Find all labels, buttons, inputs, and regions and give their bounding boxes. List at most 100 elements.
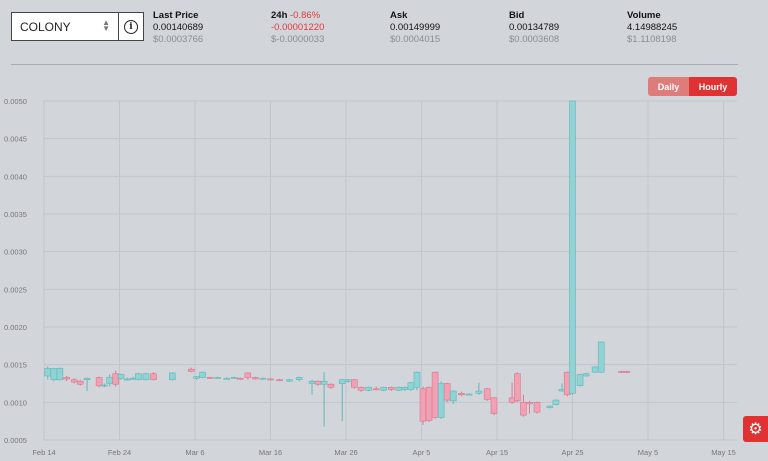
- candle-down: [483, 388, 491, 400]
- volume-value: 4.14988245: [627, 22, 678, 33]
- candle-up: [569, 100, 576, 394]
- candle-down: [431, 371, 439, 418]
- candle-up: [142, 373, 150, 381]
- ask-label: Ask: [390, 10, 408, 21]
- candle-up: [50, 368, 58, 381]
- candle-down: [443, 383, 451, 401]
- hourly-button[interactable]: Hourly: [689, 77, 737, 96]
- candle-down: [458, 392, 465, 396]
- candle-up: [449, 390, 457, 402]
- candle-down: [357, 386, 365, 391]
- x-tick-label: May 15: [711, 448, 736, 457]
- ask-value: 0.00149999: [390, 22, 441, 33]
- candle-up: [123, 378, 131, 381]
- candle-up: [106, 377, 113, 384]
- last-price-value: 0.00140689: [153, 22, 204, 33]
- y-tick-label: 0.0010: [4, 398, 27, 407]
- candle-up: [546, 405, 554, 408]
- candle-down: [526, 402, 533, 405]
- candle-up: [56, 368, 64, 381]
- x-tick-label: Feb 14: [32, 448, 55, 457]
- header-divider: [11, 64, 738, 65]
- candle-up: [295, 377, 303, 381]
- y-tick-label: 0.0050: [4, 97, 27, 106]
- candle-up: [101, 384, 108, 387]
- y-tick-label: 0.0025: [4, 285, 27, 294]
- x-axis-ticks: Feb 14 Feb 24 Mar 6 Mar 16 Mar 26 Apr 5 Apr 15…: [32, 448, 735, 457]
- candle-up: [582, 373, 590, 377]
- change-24h-stat: 24h -0.86% -0.00001220 $-0.0000033: [271, 10, 324, 46]
- candle-up: [44, 368, 52, 377]
- x-tick-label: May 5: [638, 448, 658, 457]
- info-icon: i: [124, 19, 138, 34]
- candle-down: [314, 380, 322, 385]
- candle-up: [308, 380, 316, 384]
- ask-usd: $0.0004015: [390, 34, 441, 45]
- x-tick-label: Mar 26: [334, 448, 357, 457]
- candle-up: [576, 374, 584, 387]
- candle-down: [490, 397, 498, 414]
- y-tick-label: 0.0045: [4, 135, 27, 144]
- candle-down: [276, 379, 283, 382]
- candle-up: [344, 379, 352, 382]
- candle-down: [70, 379, 78, 383]
- candle-up: [259, 377, 267, 380]
- change-24h-usd: $-0.0000033: [271, 34, 325, 45]
- candle-up: [199, 371, 206, 378]
- bid-usd: $0.0003608: [509, 34, 560, 45]
- market-name: COLONY: [20, 19, 71, 34]
- y-tick-label: 0.0020: [4, 323, 27, 332]
- candle-down: [425, 386, 433, 421]
- candle-up: [380, 386, 388, 391]
- candle-down: [76, 380, 84, 385]
- candle-up: [591, 366, 599, 373]
- candle-up: [135, 373, 142, 381]
- x-tick-label: Mar 6: [185, 448, 204, 457]
- candle-up: [475, 390, 483, 394]
- candle-down: [419, 388, 427, 422]
- candle-down: [252, 377, 259, 380]
- candle-up: [83, 377, 91, 381]
- ask-stat: Ask 0.00149999 $0.0004015: [390, 10, 440, 46]
- candle-up: [365, 386, 372, 391]
- market-select[interactable]: COLONY ▲ ▼: [12, 13, 118, 40]
- candle-up: [230, 377, 238, 379]
- candle-down: [387, 386, 395, 390]
- candle-down: [351, 379, 358, 388]
- y-tick-label: 0.0015: [4, 361, 27, 370]
- candle-up: [223, 377, 231, 380]
- settings-button[interactable]: ⚙: [743, 416, 768, 442]
- candle-up: [214, 377, 221, 379]
- candle-up: [413, 371, 421, 388]
- market-selector[interactable]: COLONY ▲ ▼ i: [11, 12, 144, 41]
- y-tick-label: 0.0030: [4, 248, 27, 257]
- candle-down: [327, 383, 335, 388]
- candle-up: [338, 379, 346, 384]
- y-tick-label: 0.0005: [4, 436, 27, 445]
- volume-label: Volume: [627, 10, 661, 21]
- candle-up: [437, 383, 445, 418]
- candle-down: [533, 402, 541, 413]
- bid-label: Bid: [509, 10, 525, 21]
- candle-down: [520, 402, 527, 416]
- info-button[interactable]: i: [118, 13, 143, 40]
- candle-up: [597, 341, 605, 373]
- candle-down: [95, 377, 103, 387]
- chevron-updown-icon: ▲ ▼: [102, 18, 110, 33]
- daily-button[interactable]: Daily: [648, 77, 689, 96]
- change-24h-value: -0.00001220: [271, 22, 325, 33]
- x-tick-label: Apr 5: [413, 448, 431, 457]
- candle-down: [206, 377, 214, 379]
- x-tick-label: Apr 25: [561, 448, 583, 457]
- last-price-label: Last Price: [153, 10, 199, 21]
- candle-up: [395, 386, 403, 391]
- x-tick-label: Apr 15: [486, 448, 508, 457]
- candle-up: [169, 372, 176, 381]
- candle-up: [286, 379, 293, 382]
- candle-up: [401, 386, 409, 390]
- candle-down: [267, 378, 274, 381]
- candle-up: [552, 399, 560, 405]
- change-24h-label: 24h: [271, 10, 288, 21]
- candle-up: [320, 380, 328, 385]
